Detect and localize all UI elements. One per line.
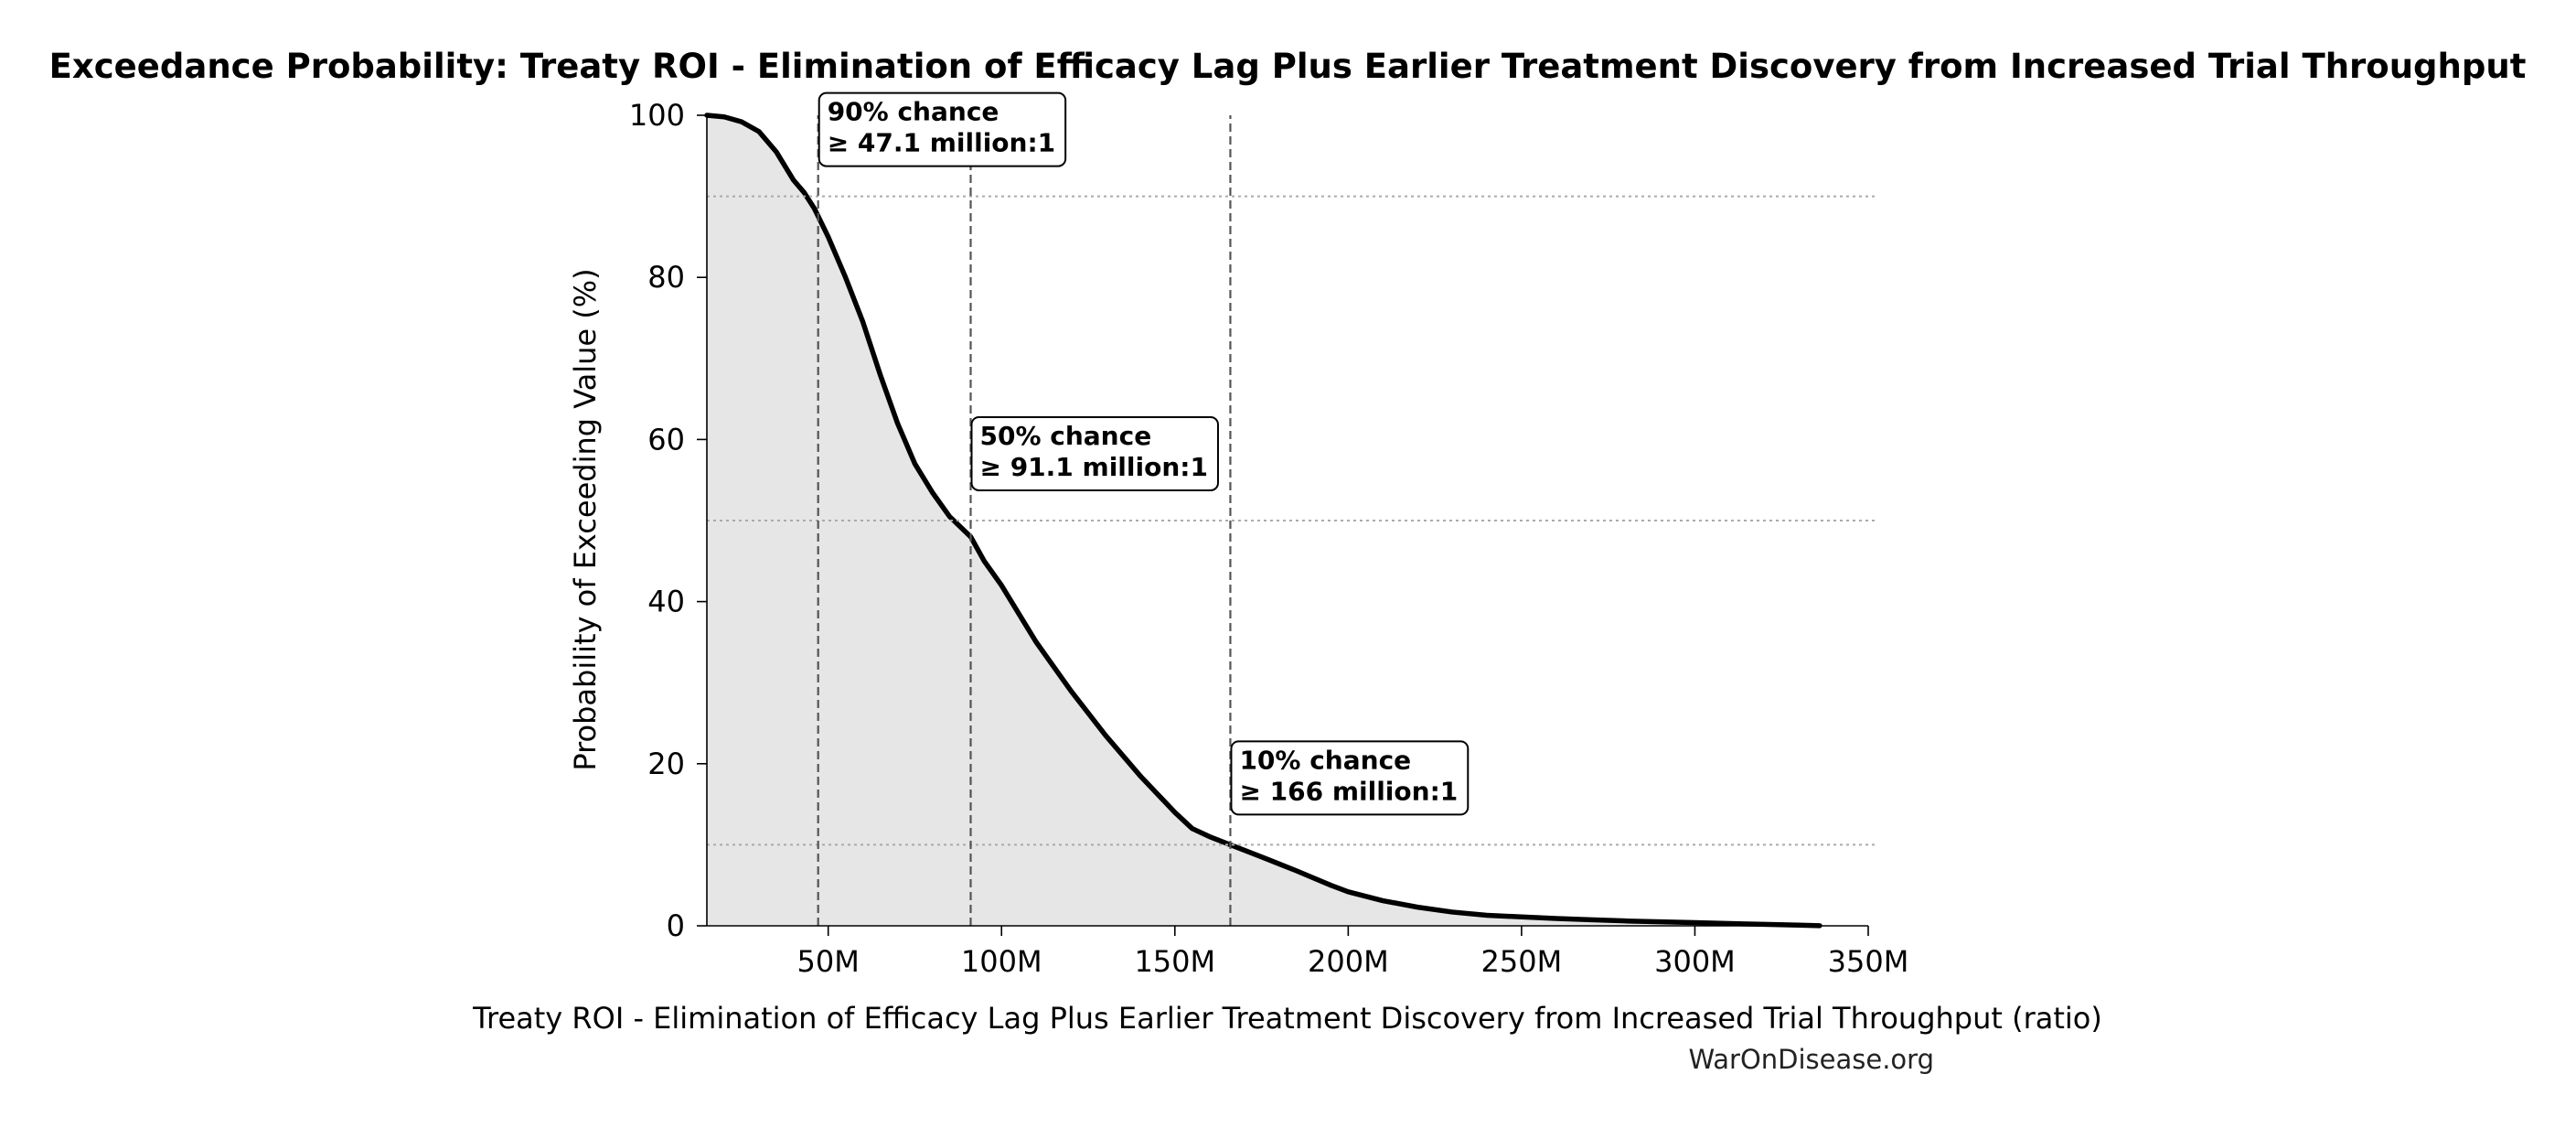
annotation-value: ≥ 91.1 million:1 [979, 452, 1207, 482]
watermark: WarOnDisease.org [1688, 1044, 1934, 1075]
annotation-box [1230, 740, 1470, 816]
annotation-90-percent: 90% chance≥ 47.1 million:1 [818, 91, 1067, 167]
chart-title: Exceedance Probability: Treaty ROI - Eli… [49, 47, 2527, 86]
y-axis-label: Probability of Exceeding Value (%) [568, 268, 603, 770]
x-tick-label: 250M [1481, 944, 1563, 979]
annotation-10-percent: 10% chance≥ 166 million:1 [1230, 740, 1470, 816]
y-tick-label: 0 [667, 908, 685, 943]
annotation-value: ≥ 47.1 million:1 [828, 128, 1055, 158]
y-tick-label: 40 [647, 585, 685, 619]
y-tick-label: 100 [629, 98, 685, 133]
x-tick-label: 350M [1828, 944, 1909, 979]
x-tick-label: 50M [797, 944, 860, 979]
annotation-label: 90% chance [828, 97, 999, 127]
x-axis-label: Treaty ROI - Elimination of Efficacy Lag… [472, 1001, 2102, 1036]
reference-lines [707, 115, 1875, 926]
axes: 0 20 40 60 80 100 50M 100M 150M 200M 250M 300M 350M [629, 98, 1908, 979]
annotation-label: 10% chance [1239, 745, 1411, 775]
x-tick-label: 300M [1654, 944, 1736, 979]
x-tick-label: 150M [1134, 944, 1215, 979]
annotations: 90% chance≥ 47.1 million:1 50% chance≥ 91… [818, 91, 1470, 816]
y-tick-label: 80 [647, 260, 685, 295]
x-tick-label: 100M [961, 944, 1042, 979]
y-tick-label: 20 [647, 747, 685, 781]
annotation-value: ≥ 166 million:1 [1239, 776, 1458, 806]
annotation-box [818, 91, 1067, 167]
x-tick-label: 200M [1308, 944, 1389, 979]
exceedance-area-fill [707, 115, 1820, 926]
annotation-50-percent: 50% chance≥ 91.1 million:1 [970, 415, 1219, 491]
annotation-box [970, 415, 1219, 491]
y-tick-label: 60 [647, 422, 685, 457]
annotation-label: 50% chance [979, 421, 1151, 451]
